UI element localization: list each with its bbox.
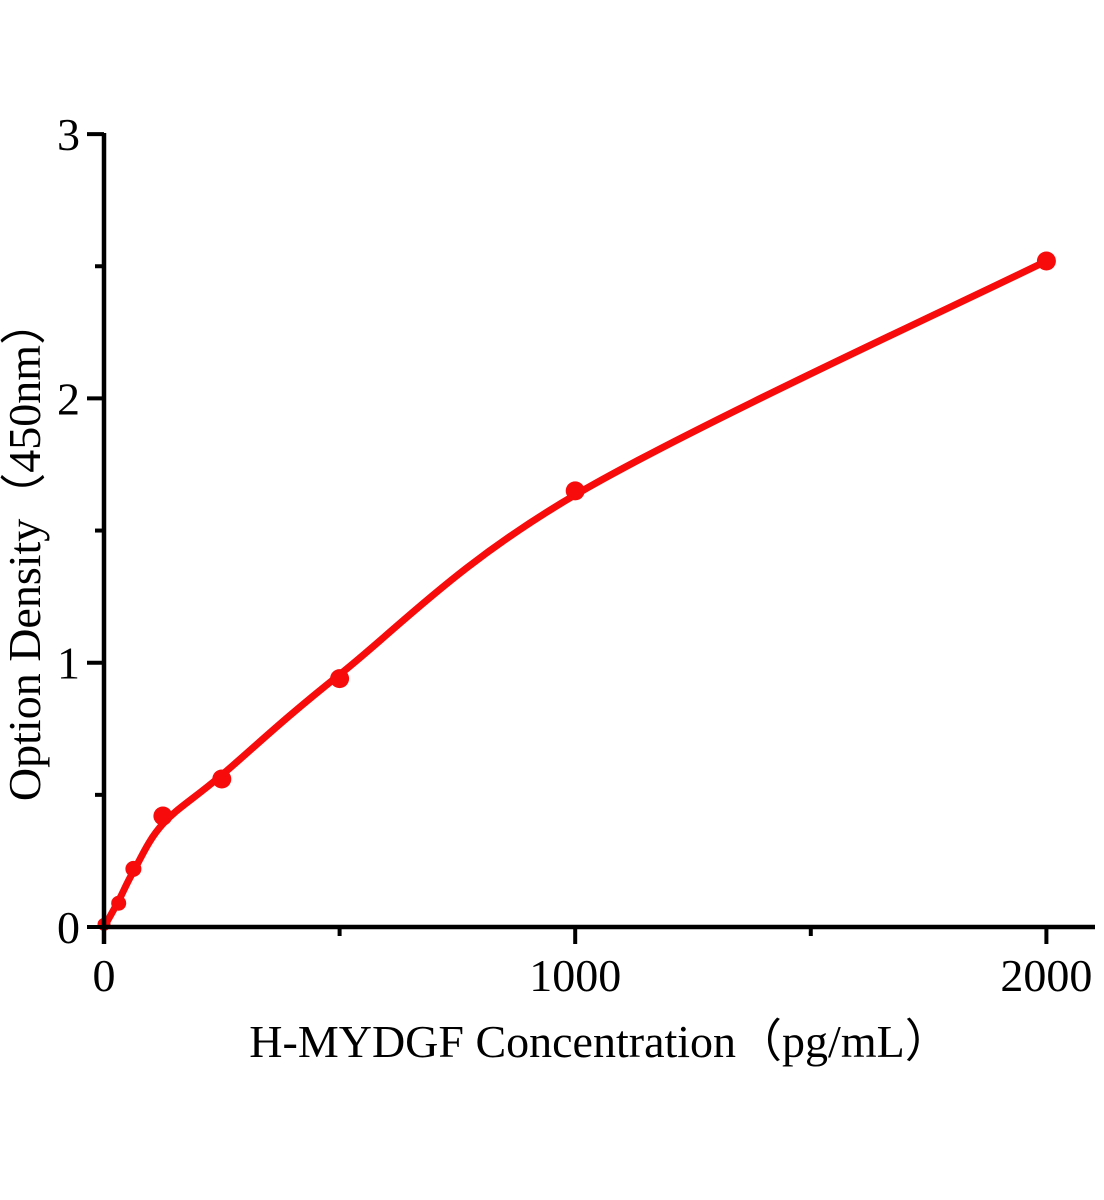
y-tick-label: 3 [57,109,80,160]
y-tick-label: 0 [57,902,80,953]
fit-curve [100,257,1050,931]
y-tick-label: 2 [57,373,80,424]
data-point [212,769,232,789]
x-tick-label: 0 [93,950,116,1001]
data-point [111,895,127,911]
data-point [330,669,350,689]
ticks-layer [87,132,1049,944]
data-point [153,806,173,826]
fit-curve-layer [100,257,1050,931]
data-point [125,860,142,877]
x-tick-label: 2000 [1000,950,1092,1001]
tick-labels-layer: 0 1 2 3 0 1000 2000 [57,109,1092,1001]
axes-layer [101,133,1095,944]
y-axis-title: Option Density（450nm） [0,299,50,801]
data-points-layer [97,251,1056,931]
x-axis-title: H-MYDGF Concentration（pg/mL） [249,1016,950,1067]
y-tick-label: 1 [57,638,80,689]
data-point [1036,251,1056,271]
x-tick-label: 1000 [529,950,621,1001]
data-point [565,481,585,501]
